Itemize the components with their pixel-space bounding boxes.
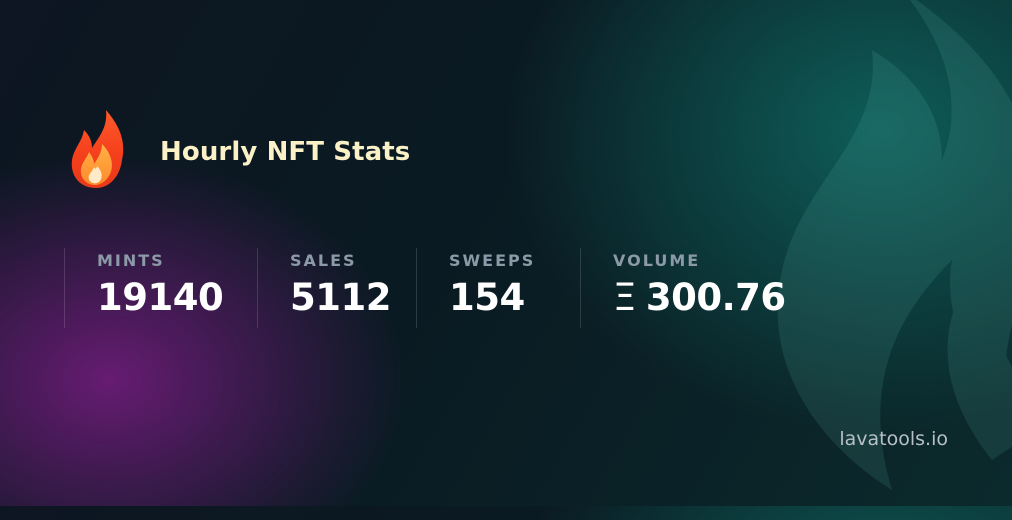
stats-row: MINTS 19140 SALES 5112 SWEEPS 154 VOLUME…: [64, 248, 820, 328]
stat-label-sales: SALES: [290, 251, 357, 270]
stat-value-sales: 5112: [290, 276, 391, 319]
stat-volume: VOLUME Ξ 300.76: [580, 248, 820, 328]
stat-value-mints: 19140: [97, 276, 224, 319]
stat-mints: MINTS 19140: [64, 248, 257, 328]
stat-label-volume: VOLUME: [613, 251, 701, 270]
stat-value-volume-amount: 300.76: [645, 276, 786, 319]
stat-sweeps: SWEEPS 154: [416, 248, 580, 328]
header: Hourly NFT Stats: [68, 108, 410, 192]
stats-card: { "header": { "title": "Hourly NFT Stats…: [0, 0, 1012, 506]
stat-value-sweeps: 154: [449, 276, 525, 319]
fire-icon: [71, 110, 124, 188]
stat-label-sweeps: SWEEPS: [449, 251, 536, 270]
stat-label-mints: MINTS: [97, 251, 165, 270]
stat-sales: SALES 5112: [257, 248, 416, 328]
brand-footer: lavatools.io: [839, 428, 948, 450]
ethereum-icon: Ξ: [613, 276, 636, 319]
flame-watermark-icon: [777, 0, 1012, 490]
stat-value-volume: Ξ 300.76: [613, 276, 820, 319]
page-title: Hourly NFT Stats: [160, 137, 411, 167]
